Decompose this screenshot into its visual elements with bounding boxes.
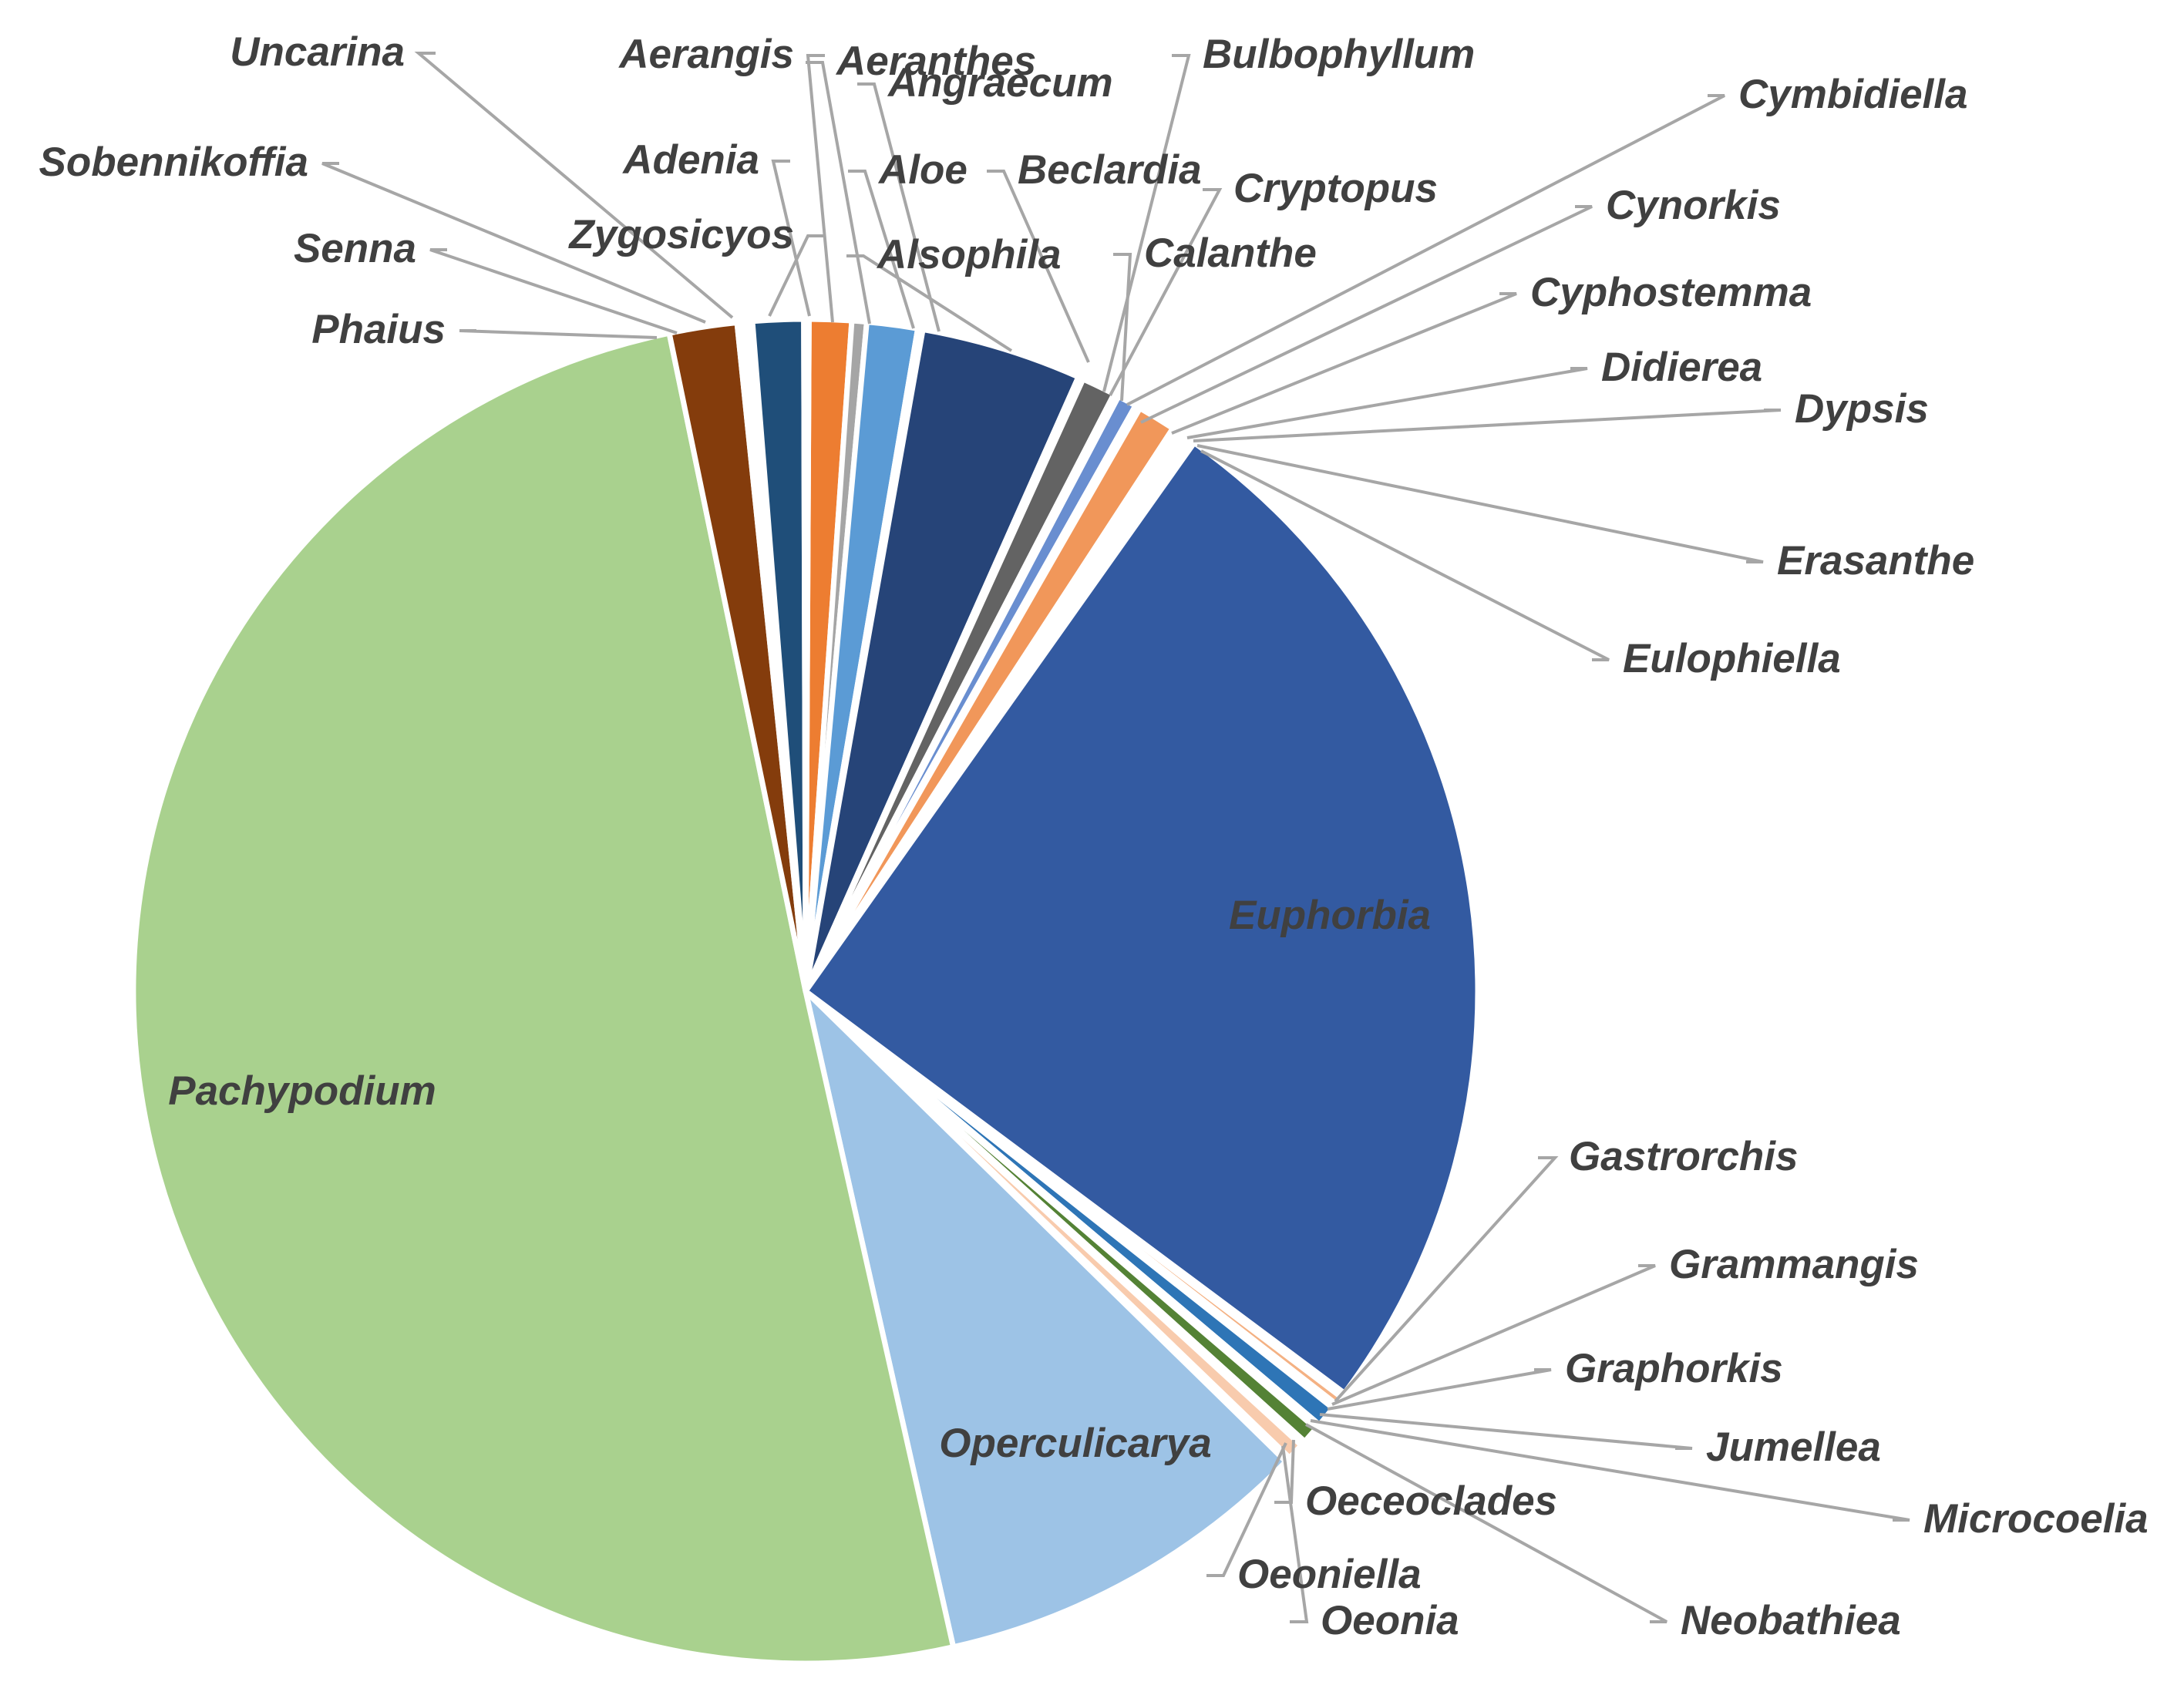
leader-line-oeoniella — [1206, 1442, 1287, 1577]
leader-line-sobennikoffia — [321, 162, 706, 324]
slice-label-neobathiea: Neobathiea — [1681, 1598, 1901, 1643]
slice-label-alsophila: Alsophila — [876, 232, 1062, 277]
slice-label-graphorkis: Graphorkis — [1565, 1346, 1783, 1391]
slice-label-bulbophyllum: Bulbophyllum — [1203, 32, 1475, 77]
leader-line-angraecum — [857, 82, 941, 332]
leader-line-neobathiea — [1305, 1423, 1667, 1623]
slice-label-dypsis: Dypsis — [1795, 386, 1929, 432]
slice-label-aerangis: Aerangis — [618, 32, 794, 77]
leader-line-zygosicyos — [768, 234, 825, 317]
pie-slice-alsophila — [803, 326, 1082, 994]
leader-line-didierea — [1186, 367, 1588, 439]
slice-label-calanthe: Calanthe — [1144, 230, 1317, 276]
slice-label-adenia: Adenia — [621, 137, 759, 183]
leader-line-eulophiella — [1200, 449, 1610, 661]
leader-line-dypsis — [1193, 409, 1782, 442]
slice-label-aloe: Aloe — [877, 147, 967, 193]
slice-label-zygosicyos: Zygosicyos — [567, 212, 794, 257]
leader-line-calanthe — [1113, 253, 1132, 402]
slice-label-euphorbia: Euphorbia — [1229, 893, 1431, 938]
slice-label-beclardia: Beclardia — [1018, 147, 1202, 193]
leader-line-cynorkis — [1140, 205, 1593, 424]
leader-line-grammangis — [1331, 1264, 1656, 1406]
slice-label-erasanthe: Erasanthe — [1777, 538, 1974, 584]
leader-line-adenia — [771, 160, 811, 317]
slice-label-uncarina: Uncarina — [230, 29, 405, 75]
slice-label-gastrorchis: Gastrorchis — [1569, 1134, 1799, 1179]
slice-label-oeonia: Oeonia — [1321, 1598, 1459, 1643]
slice-label-jumellea: Jumellea — [1706, 1424, 1881, 1470]
leader-line-jumellea — [1319, 1413, 1693, 1450]
slice-label-eulophiella: Eulophiella — [1623, 636, 1841, 681]
pie-slice-euphorbia — [803, 439, 1481, 1396]
leader-line-uncarina — [414, 52, 734, 319]
slice-label-cymbidiella: Cymbidiella — [1738, 72, 1967, 117]
leader-line-graphorkis — [1327, 1368, 1552, 1411]
slice-label-oeoniella: Oeoniella — [1237, 1552, 1422, 1597]
leader-line-microcoelia — [1310, 1419, 1910, 1522]
leader-line-beclardia — [987, 170, 1090, 363]
slice-label-operculicarya: Operculicarya — [939, 1421, 1212, 1466]
slice-label-grammangis: Grammangis — [1669, 1242, 1919, 1287]
leader-line-erasanthe — [1196, 444, 1764, 563]
pie-slice-operculicarya — [803, 988, 1289, 1650]
slice-label-phaius: Phaius — [311, 307, 446, 352]
leader-line-bulbophyllum — [1102, 54, 1191, 392]
slice-label-angraecum: Angraecum — [887, 60, 1113, 106]
leader-line-aerangis — [806, 54, 834, 323]
leader-line-gastrorchis — [1334, 1156, 1559, 1403]
leader-line-cymbidiella — [1126, 94, 1725, 406]
slice-label-pachypodium: Pachypodium — [168, 1068, 436, 1114]
slice-label-aeranthes: Aeranthes — [835, 39, 1036, 84]
leader-line-phaius — [459, 329, 658, 339]
slice-label-sobennikoffia: Sobennikoffia — [39, 140, 308, 185]
slice-label-cynorkis: Cynorkis — [1606, 183, 1781, 228]
leader-line-oeonia — [1281, 1445, 1309, 1623]
leader-line-senna — [429, 248, 678, 335]
leader-line-aeranthes — [806, 61, 871, 325]
slice-label-cryptopus: Cryptopus — [1233, 166, 1438, 211]
leader-line-cryptopus — [1109, 188, 1223, 396]
slice-label-microcoelia: Microcoelia — [1923, 1496, 2149, 1542]
leader-line-cyphostemma — [1171, 292, 1517, 435]
leader-line-alsophila — [846, 254, 1013, 352]
slice-label-cyphostemma: Cyphostemma — [1530, 270, 1812, 315]
slice-label-senna: Senna — [294, 226, 416, 271]
pie-slice-adenia — [801, 316, 812, 994]
slice-label-oeceoclades: Oeceoclades — [1305, 1478, 1557, 1524]
slice-label-didierea: Didierea — [1601, 345, 1762, 390]
pie-slice-pachypodium — [130, 330, 957, 1667]
